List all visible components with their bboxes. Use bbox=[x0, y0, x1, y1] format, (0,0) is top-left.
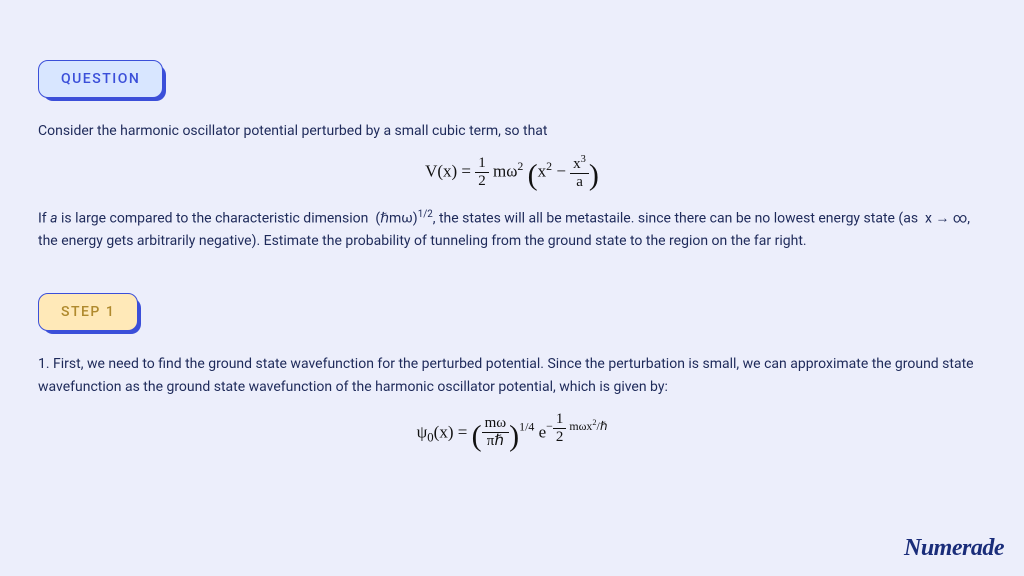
question-pill: QUESTION bbox=[38, 60, 163, 98]
step-pill: STEP 1 bbox=[38, 293, 138, 331]
question-pill-label: QUESTION bbox=[61, 71, 140, 87]
question-text-1: Consider the harmonic oscillator potenti… bbox=[38, 120, 986, 143]
step1-equation-1: ψ0(x) = (mωπℏ)1/4 e−12 mωx2/ℏ bbox=[38, 412, 986, 453]
step1-text-1: 1. First, we need to find the ground sta… bbox=[38, 353, 986, 399]
question-text-2: If a is large compared to the characteri… bbox=[38, 207, 986, 254]
page-content: QUESTION Consider the harmonic oscillato… bbox=[0, 0, 1024, 453]
brand-logo: Numerade bbox=[904, 535, 1004, 562]
step-pill-label: STEP 1 bbox=[61, 304, 115, 320]
question-equation-1: V(x) = 12 mω2 (x2 − x3a) bbox=[38, 155, 986, 192]
